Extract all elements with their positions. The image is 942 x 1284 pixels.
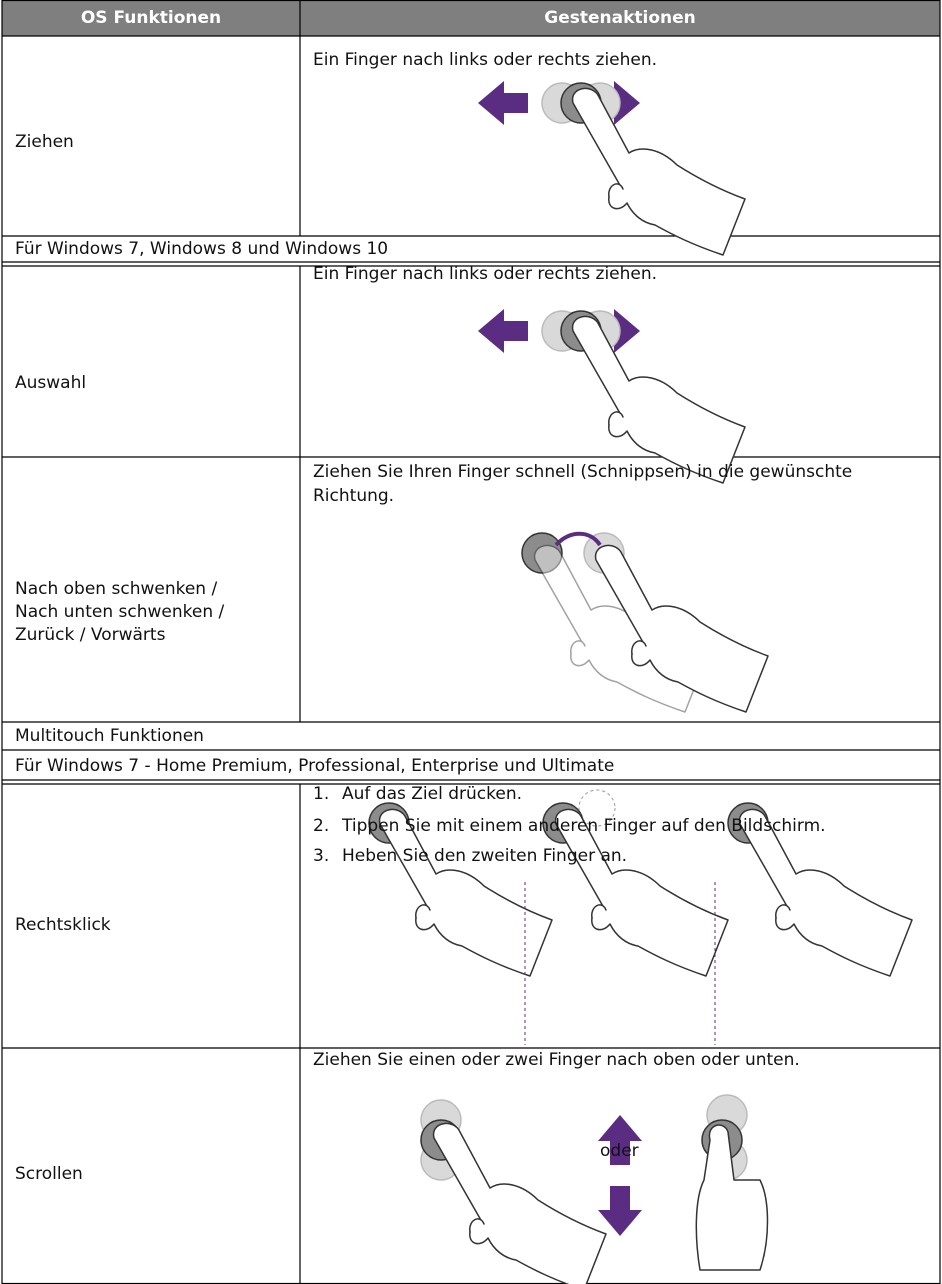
gesture: Ein Finger nach links oder rechts ziehen… (313, 264, 658, 284)
function: Nach unten schwenken / (15, 602, 225, 622)
section: Für Windows 7 - Home Premium, Profession… (15, 756, 615, 776)
gesture: Ziehen Sie Ihren Finger schnell (Schnipp… (313, 462, 853, 506)
gesture: Ein Finger nach links oder rechts ziehen… (313, 50, 658, 70)
section: Multitouch Funktionen (15, 726, 204, 746)
step-text: Tippen Sie mit einem anderen Finger auf … (342, 816, 826, 836)
header-bg (2, 0, 940, 36)
section: Für Windows 7, Windows 8 und Windows 10 (15, 239, 389, 259)
step-text: Heben Sie den zweiten Finger an. (342, 846, 628, 866)
function: Nach oben schwenken / (15, 579, 218, 599)
function: Ziehen (15, 132, 74, 152)
header-cell: Gestenaktionen (544, 8, 696, 28)
function: Zurück / Vorwärts (15, 625, 166, 645)
rightclick-illustration (368, 789, 913, 1045)
flick-illustration (521, 531, 769, 713)
image-label: oder (600, 1141, 639, 1161)
function: Rechtsklick (15, 915, 111, 935)
function: Scrollen (15, 1164, 83, 1184)
step-number: 1. (313, 784, 330, 804)
header-cell: OS Funktionen (80, 8, 222, 28)
gesture: Ziehen Sie einen oder zwei Finger nach o… (313, 1050, 800, 1070)
function: Auswahl (15, 373, 87, 393)
step-number: 3. (313, 846, 330, 866)
step-number: 2. (313, 816, 330, 836)
step-text: Auf das Ziel drücken. (342, 784, 522, 804)
scroll-illustration (420, 1094, 769, 1284)
drag-illustration (478, 81, 746, 256)
